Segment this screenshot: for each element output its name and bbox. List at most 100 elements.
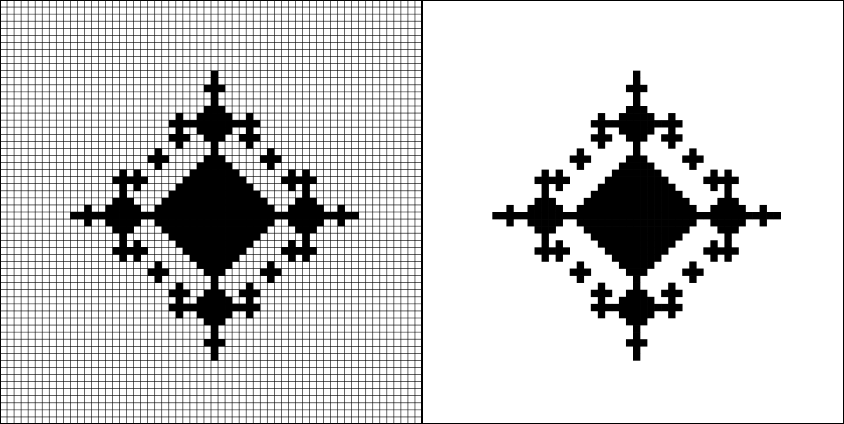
fractal-cell (541, 197, 549, 206)
fractal-cell (625, 219, 634, 227)
fractal-cell (618, 169, 627, 177)
fractal-cell (302, 254, 310, 262)
fractal-cell (288, 204, 296, 213)
fractal-cell (225, 212, 233, 220)
fractal-cell (253, 303, 261, 312)
fractal-cell (618, 204, 627, 213)
fractal-cell (654, 190, 662, 199)
fractal-cell (239, 204, 247, 213)
fractal-cell (203, 310, 212, 319)
fractal-cell (189, 183, 198, 192)
fractal-cell (189, 176, 198, 185)
fractal-cell (583, 268, 592, 276)
fractal-cell (618, 190, 627, 199)
fractal-cell (625, 204, 634, 213)
fractal-cell (745, 212, 753, 220)
fractal-cell (625, 183, 634, 192)
fractal-cell (654, 233, 662, 241)
fractal-cell (569, 212, 578, 220)
fractal-cell (175, 113, 184, 121)
fractal-cell (618, 219, 627, 227)
fractal-cell (689, 204, 697, 213)
fractal-cell (196, 226, 205, 234)
fractal-cell (218, 233, 226, 241)
fractal-cell (640, 247, 648, 255)
fractal-cell (710, 219, 718, 227)
fractal-cell (239, 183, 247, 192)
fractal-cell (253, 197, 261, 206)
fractal-cell (211, 98, 219, 107)
fractal-cell (597, 141, 606, 149)
fractal-cell (618, 226, 627, 234)
fractal-cell (295, 176, 303, 185)
fractal-cell (119, 233, 127, 241)
fractal-cell (604, 247, 613, 255)
fractal-cell (633, 303, 641, 312)
fractal-cell (654, 247, 662, 255)
fractal-cell (625, 169, 634, 177)
fractal-cell (661, 289, 669, 298)
fractal-cell (316, 212, 324, 220)
fractal-cell (246, 127, 254, 135)
fractal-cell (682, 204, 690, 213)
fractal-cell (661, 134, 669, 142)
fractal-cell (182, 197, 191, 206)
fractal-cell (640, 204, 648, 213)
fractal-cell (625, 106, 634, 114)
fractal-cell (633, 176, 641, 185)
fractal-cell (625, 84, 634, 93)
fractal-cell (133, 183, 141, 192)
fractal-cell (647, 219, 655, 227)
fractal-cell (654, 183, 662, 192)
fractal-cell (597, 120, 606, 128)
fractal-cell (583, 204, 592, 213)
fractal-cell (590, 204, 599, 213)
fractal-cell (618, 310, 627, 319)
fractal-cell (668, 296, 676, 305)
fractal-cell (232, 303, 240, 312)
fractal-cell (541, 169, 549, 177)
fractal-cell (211, 197, 219, 206)
fractal-cell (604, 197, 613, 206)
fractal-cell (126, 247, 134, 255)
fractal-cell (668, 120, 676, 128)
fractal-cell (168, 120, 177, 128)
fractal-cell (534, 204, 542, 213)
fractal-cell (618, 162, 627, 170)
fractal-cell (689, 162, 697, 170)
fractal-cell (618, 176, 627, 185)
fractal-cell (654, 176, 662, 185)
fractal-cell (211, 261, 219, 269)
fractal-cell (633, 106, 641, 114)
fractal-cell (724, 254, 732, 262)
fractal-cell (633, 98, 641, 107)
fractal-cell (654, 226, 662, 234)
fractal-cell (225, 303, 233, 312)
fractal-cell (604, 303, 613, 312)
fractal-cell (267, 261, 275, 269)
fractal-cell (323, 212, 331, 220)
fractal-cell (211, 162, 219, 170)
fractal-cell (182, 247, 191, 255)
fractal-cell (506, 219, 514, 227)
fractal-cell (196, 162, 205, 170)
fractal-cell (239, 233, 247, 241)
fractal-cell (731, 226, 739, 234)
fractal-cell (302, 247, 310, 255)
fractal-cell (710, 176, 718, 185)
fractal-cell (211, 325, 219, 333)
fractal-cell (218, 127, 226, 135)
fractal-cell (590, 197, 599, 206)
fractal-cell (541, 183, 549, 192)
fractal-cell (281, 176, 289, 185)
fractal-cell (267, 155, 275, 163)
fractal-cell (309, 197, 317, 206)
fractal-cell (647, 127, 655, 135)
fractal-cell (211, 254, 219, 262)
fractal-cell (225, 233, 233, 241)
fractal-cell (203, 289, 212, 298)
fractal-cell (253, 212, 261, 220)
fractal-cell (246, 204, 254, 213)
fractal-cell (112, 197, 120, 206)
fractal-cell (576, 268, 585, 276)
